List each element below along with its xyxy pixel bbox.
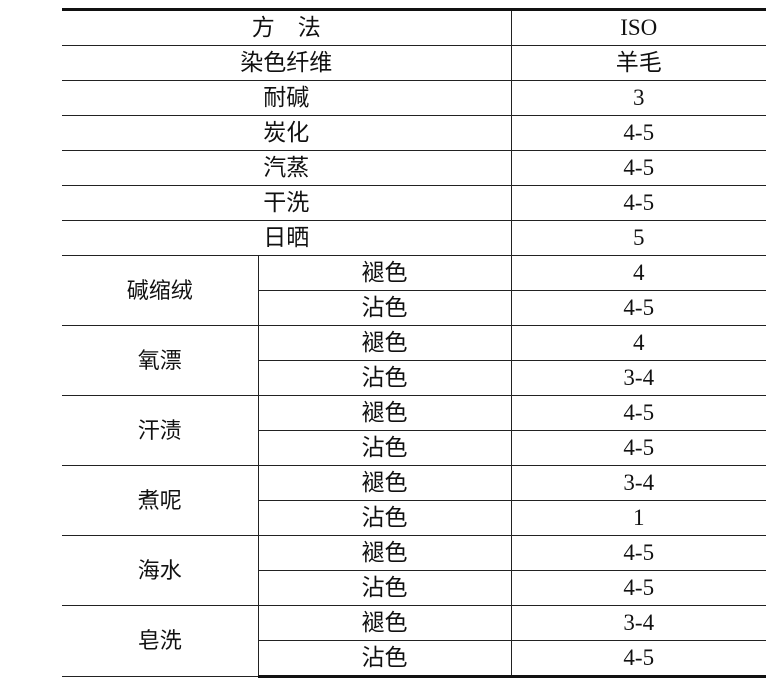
table-row: 干洗 4-5 <box>62 185 766 221</box>
table-row: 碱缩绒 褪色 4 <box>62 255 766 326</box>
group-label: 皂洗 <box>62 605 258 677</box>
row-label: 炭化 <box>62 115 511 151</box>
fiber-row: 染色纤维 羊毛 <box>62 45 766 81</box>
table-row: 皂洗 褪色 3-4 <box>62 605 766 677</box>
sub-label: 褪色 <box>257 325 511 361</box>
group-label: 碱缩绒 <box>62 255 258 326</box>
row-label: 耐碱 <box>62 80 511 116</box>
sub-label: 褪色 <box>257 255 511 291</box>
row-label: 日晒 <box>62 220 511 256</box>
row-value: 4-5 <box>510 570 766 606</box>
sub-label: 沾色 <box>257 500 511 536</box>
row-label: 染色纤维 <box>62 45 511 81</box>
row-value: 4-5 <box>510 535 766 571</box>
row-value: 4 <box>510 255 766 291</box>
row-value: 3-4 <box>510 605 766 641</box>
row-value: 3 <box>510 80 766 116</box>
row-value: 4-5 <box>510 640 766 678</box>
table-row: 汗渍 褪色 4-5 <box>62 395 766 466</box>
table-row: 炭化 4-5 <box>62 115 766 151</box>
row-value: 1 <box>510 500 766 536</box>
row-label: 干洗 <box>62 185 511 221</box>
group-label: 汗渍 <box>62 395 258 466</box>
row-value: 4-5 <box>510 150 766 186</box>
table-row: 沾色 4-5 <box>62 430 766 466</box>
row-value: 4-5 <box>510 185 766 221</box>
table-row: 汽蒸 4-5 <box>62 150 766 186</box>
header-standard: ISO <box>510 8 766 46</box>
sub-label: 沾色 <box>257 640 511 678</box>
row-value: 4 <box>510 325 766 361</box>
header-row: 方 法 ISO <box>62 8 766 46</box>
row-value: 4-5 <box>510 115 766 151</box>
sub-label: 褪色 <box>257 465 511 501</box>
table-row: 耐碱 3 <box>62 80 766 116</box>
row-value: 3-4 <box>510 360 766 396</box>
group-label: 煮呢 <box>62 465 258 536</box>
table-row: 日晒 5 <box>62 220 766 256</box>
sub-label: 褪色 <box>257 395 511 431</box>
group-label: 氧漂 <box>62 325 258 396</box>
sub-label: 沾色 <box>257 360 511 396</box>
sub-label: 褪色 <box>257 535 511 571</box>
table-row: 煮呢 褪色 3-4 <box>62 465 766 536</box>
sub-label: 沾色 <box>257 290 511 326</box>
row-value: 4-5 <box>510 290 766 326</box>
row-label: 汽蒸 <box>62 150 511 186</box>
row-value: 羊毛 <box>510 45 766 81</box>
header-method: 方 法 <box>62 8 511 46</box>
table-row: 沾色 4-5 <box>62 570 766 606</box>
row-value: 4-5 <box>510 395 766 431</box>
table-row: 沾色 3-4 <box>62 360 766 396</box>
table-row: 沾色 4-5 <box>62 290 766 326</box>
row-value: 4-5 <box>510 430 766 466</box>
table-row: 海水 褪色 4-5 <box>62 535 766 606</box>
sub-label: 沾色 <box>257 430 511 466</box>
group-label: 海水 <box>62 535 258 606</box>
row-value: 5 <box>510 220 766 256</box>
table-row: 氧漂 褪色 4 <box>62 325 766 396</box>
row-value: 3-4 <box>510 465 766 501</box>
sub-label: 沾色 <box>257 570 511 606</box>
sub-label: 褪色 <box>257 605 511 641</box>
fastness-table: 方 法 ISO 染色纤维 羊毛 耐碱 3 炭化 4-5 汽蒸 4-5 干洗 4-5 日晒 5 碱缩绒… <box>62 8 766 678</box>
